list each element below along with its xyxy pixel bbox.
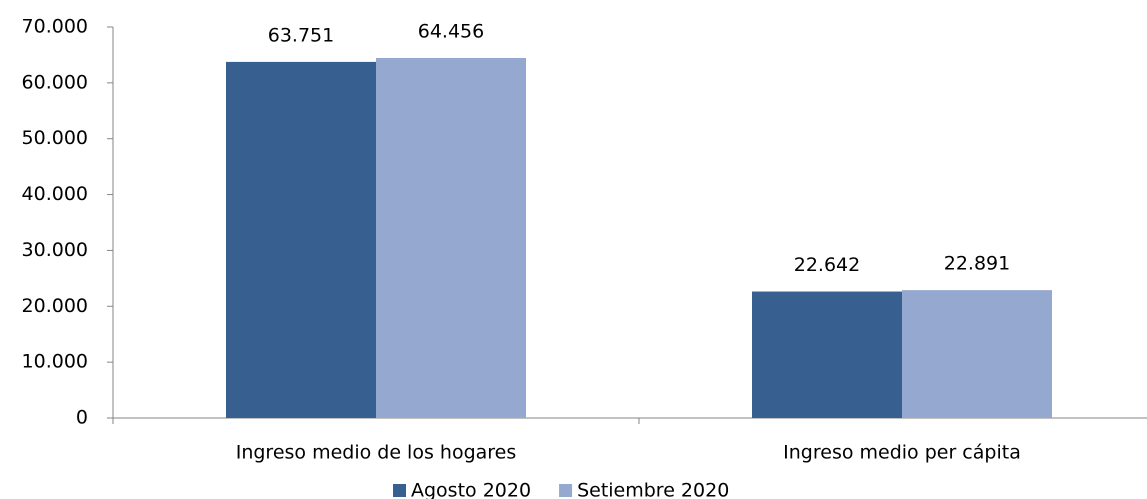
y-tick-label: 50.000 [22, 127, 88, 149]
y-tick-label: 70.000 [22, 16, 88, 38]
value-label: 63.751 [268, 24, 334, 46]
bar [376, 57, 526, 419]
legend-label: Setiembre 2020 [577, 480, 729, 499]
y-tick-label: 40.000 [22, 183, 88, 205]
y-tick-label: 20.000 [22, 295, 88, 317]
legend-swatch [393, 484, 406, 497]
legend-label: Agosto 2020 [411, 480, 531, 499]
value-label: 22.891 [944, 253, 1010, 275]
y-tick-label: 10.000 [22, 351, 88, 373]
bar [902, 290, 1052, 418]
y-tick-label: 0 [76, 407, 88, 429]
bar [226, 61, 376, 419]
legend-swatch [559, 484, 573, 497]
value-label: 22.642 [794, 254, 860, 276]
x-tick-label: Ingreso medio per cápita [783, 442, 1021, 464]
bar [752, 291, 902, 418]
y-tick-label: 60.000 [22, 71, 88, 93]
value-label: 64.456 [418, 20, 484, 42]
y-tick-label: 30.000 [22, 239, 88, 261]
x-tick-label: Ingreso medio de los hogares [236, 442, 517, 464]
